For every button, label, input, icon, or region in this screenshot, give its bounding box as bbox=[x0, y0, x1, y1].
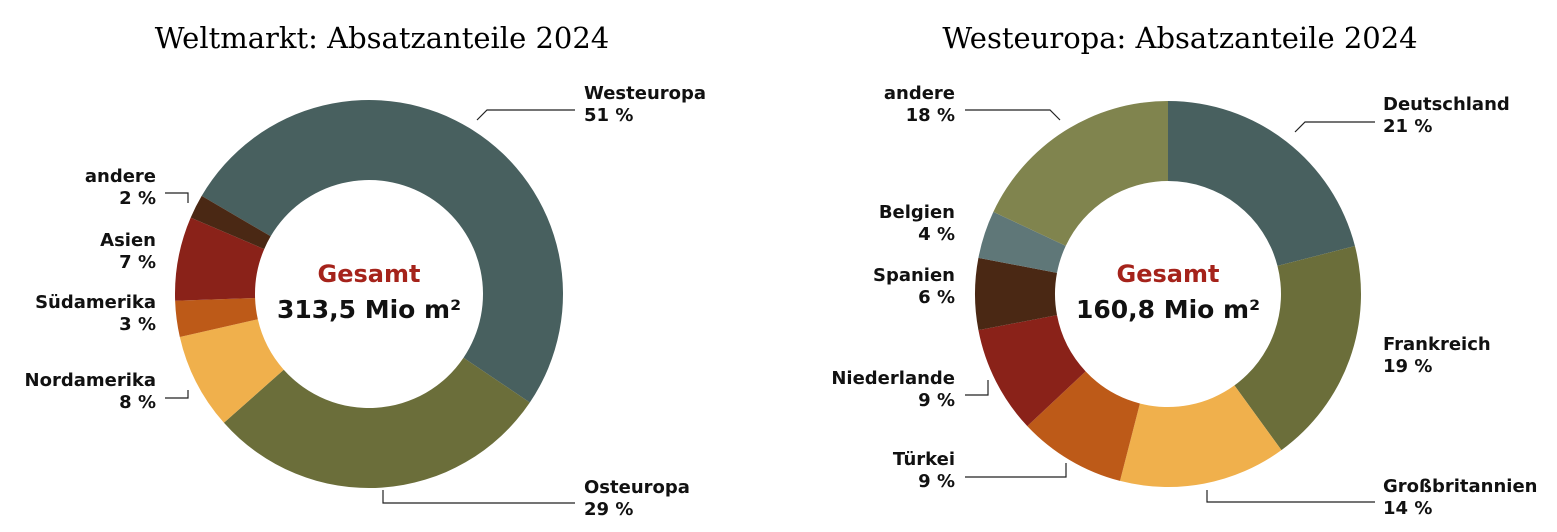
leader-line bbox=[382, 490, 575, 504]
segment-label: Großbritannien bbox=[1383, 476, 1537, 497]
segment-label: Türkei bbox=[893, 449, 955, 470]
donut-segment bbox=[1234, 246, 1361, 451]
leader-line bbox=[965, 109, 1061, 121]
segment-value-label: 51 % bbox=[584, 105, 633, 126]
leader-line bbox=[965, 463, 1067, 478]
leader-line bbox=[165, 390, 189, 399]
segment-value-label: 4 % bbox=[918, 224, 955, 245]
leader-line bbox=[1206, 490, 1375, 503]
leader-line bbox=[476, 109, 575, 121]
segment-label: andere bbox=[884, 83, 955, 104]
donut-segment bbox=[190, 195, 271, 250]
total-label: 160,8 Mio m² bbox=[1076, 295, 1260, 324]
donut-segment bbox=[1027, 371, 1140, 481]
donut-segment bbox=[201, 99, 564, 403]
center-label: Gesamt bbox=[1117, 260, 1220, 288]
segment-value-label: 7 % bbox=[119, 252, 156, 273]
donut-segment bbox=[993, 100, 1168, 246]
donut-segment bbox=[223, 357, 530, 488]
chart-title: Weltmarkt: Absatzanteile 2024 bbox=[155, 21, 610, 55]
donut-segment bbox=[1120, 385, 1282, 487]
donut-segment bbox=[978, 315, 1086, 427]
segment-label: Niederlande bbox=[831, 368, 955, 389]
segment-value-label: 2 % bbox=[119, 188, 156, 209]
segment-value-label: 3 % bbox=[119, 314, 156, 335]
leader-line bbox=[965, 380, 989, 396]
donut-segment bbox=[175, 297, 258, 337]
segment-label: Spanien bbox=[873, 265, 955, 286]
segment-label: Asien bbox=[100, 230, 156, 251]
segment-value-label: 18 % bbox=[906, 105, 955, 126]
segment-value-label: 6 % bbox=[918, 287, 955, 308]
donut-segment bbox=[978, 211, 1066, 273]
segment-label: andere bbox=[85, 166, 156, 187]
segment-label: Deutschland bbox=[1383, 94, 1510, 115]
segment-label: Nordamerika bbox=[25, 370, 156, 391]
segment-value-label: 29 % bbox=[584, 499, 633, 520]
segment-value-label: 8 % bbox=[119, 392, 156, 413]
donut-segment bbox=[975, 257, 1058, 331]
segment-value-label: 19 % bbox=[1383, 356, 1432, 377]
segment-value-label: 9 % bbox=[918, 471, 955, 492]
donut-segment bbox=[1168, 101, 1355, 266]
chart-title: Westeuropa: Absatzanteile 2024 bbox=[942, 21, 1417, 55]
segment-value-label: 14 % bbox=[1383, 498, 1432, 519]
leader-line bbox=[1294, 121, 1375, 133]
segment-label: Belgien bbox=[879, 202, 955, 223]
total-label: 313,5 Mio m² bbox=[277, 295, 461, 324]
donut-segment bbox=[175, 217, 265, 301]
segment-label: Westeuropa bbox=[584, 83, 706, 104]
center-label: Gesamt bbox=[318, 260, 421, 288]
leader-line bbox=[165, 192, 189, 203]
segment-value-label: 9 % bbox=[918, 390, 955, 411]
donut-segment bbox=[179, 319, 284, 423]
segment-label: Frankreich bbox=[1383, 334, 1491, 355]
segment-label: Südamerika bbox=[35, 292, 156, 313]
segment-label: Osteuropa bbox=[584, 477, 690, 498]
segment-value-label: 21 % bbox=[1383, 116, 1432, 137]
